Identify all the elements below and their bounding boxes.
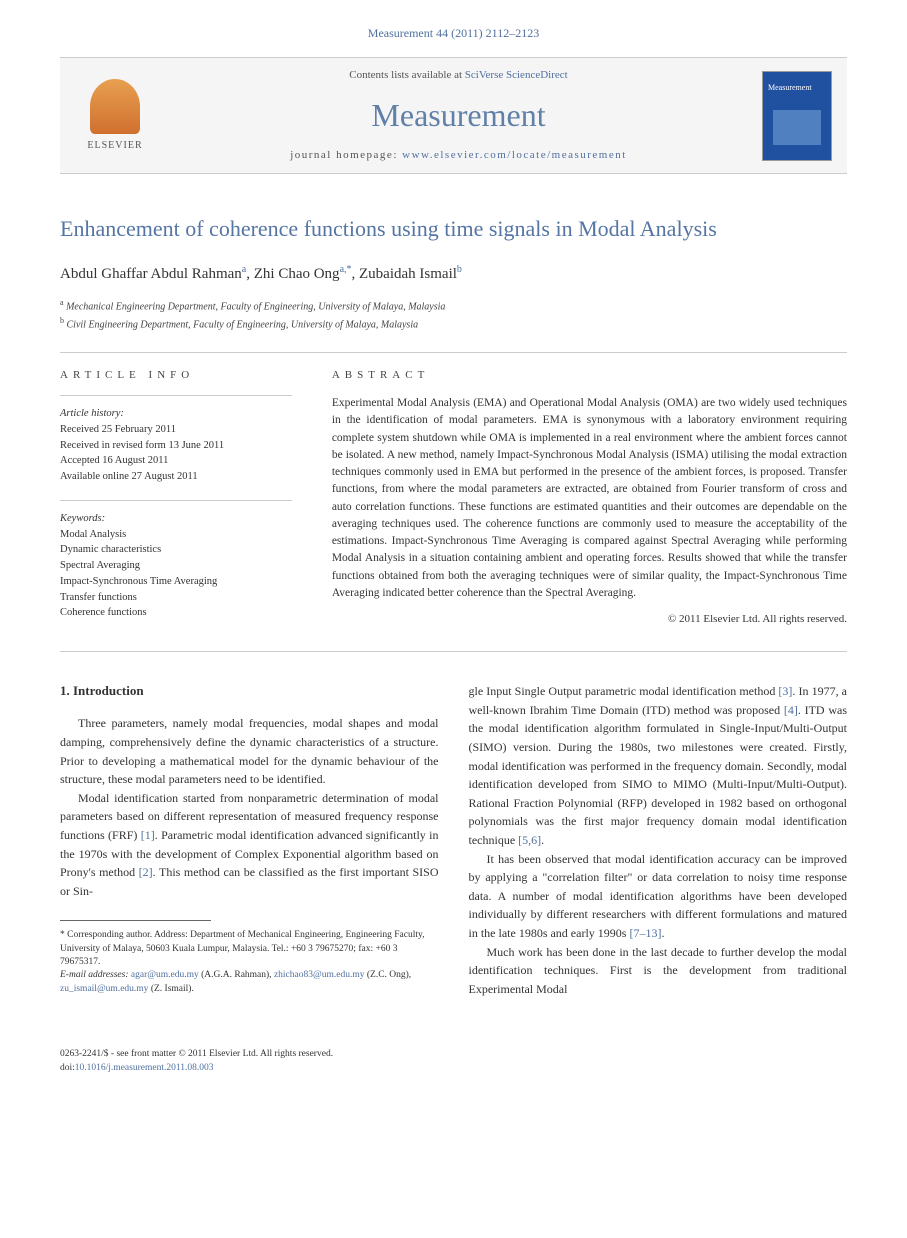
email-label: E-mail addresses:: [60, 970, 129, 980]
paper-title: Enhancement of coherence functions using…: [60, 214, 847, 245]
article-info-column: ARTICLE INFO Article history: Received 2…: [60, 368, 312, 636]
article-info-label: ARTICLE INFO: [60, 368, 292, 383]
affiliation-b: b Civil Engineering Department, Faculty …: [60, 315, 847, 332]
author-3[interactable]: Zubaidah Ismailb: [359, 266, 462, 282]
footer-left: 0263-2241/$ - see front matter © 2011 El…: [60, 1048, 333, 1075]
article-history-block: Article history: Received 25 February 20…: [60, 395, 292, 485]
ref-link-3[interactable]: [3]: [778, 684, 792, 698]
keywords-block: Keywords: Modal Analysis Dynamic charact…: [60, 500, 292, 621]
keyword-6: Coherence functions: [60, 605, 292, 621]
keyword-4: Impact-Synchronous Time Averaging: [60, 574, 292, 590]
corresponding-author-note: * Corresponding author. Address: Departm…: [60, 929, 439, 969]
homepage-prefix: journal homepage:: [290, 149, 402, 161]
info-abstract-row: ARTICLE INFO Article history: Received 2…: [60, 352, 847, 652]
history-title: Article history:: [60, 406, 292, 422]
contents-available-line: Contents lists available at SciVerse Sci…: [170, 68, 747, 83]
doi-link[interactable]: 10.1016/j.measurement.2011.08.003: [75, 1063, 214, 1073]
contents-prefix: Contents lists available at: [349, 69, 464, 81]
ref-link-2[interactable]: [2]: [139, 865, 153, 879]
keyword-5: Transfer functions: [60, 590, 292, 606]
intro-para-4: Much work has been done in the last deca…: [469, 943, 848, 999]
history-line-3: Accepted 16 August 2011: [60, 453, 292, 469]
homepage-link[interactable]: www.elsevier.com/locate/measurement: [402, 149, 627, 161]
elsevier-logo[interactable]: ELSEVIER: [75, 71, 155, 161]
history-line-1: Received 25 February 2011: [60, 422, 292, 438]
history-line-2: Received in revised form 13 June 2011: [60, 438, 292, 454]
body-columns: 1. Introduction Three parameters, namely…: [60, 682, 847, 998]
keyword-3: Spectral Averaging: [60, 558, 292, 574]
email-link-2[interactable]: zhichao83@um.edu.my: [274, 970, 365, 980]
abstract-column: ABSTRACT Experimental Modal Analysis (EM…: [312, 368, 847, 636]
abstract-text: Experimental Modal Analysis (EMA) and Op…: [332, 395, 847, 602]
cover-title-label: Measurement: [768, 82, 812, 93]
left-column: 1. Introduction Three parameters, namely…: [60, 682, 439, 998]
author-2[interactable]: Zhi Chao Onga,*: [254, 266, 352, 282]
elsevier-label: ELSEVIER: [87, 139, 142, 153]
elsevier-tree-icon: [90, 79, 140, 134]
intro-para-1: Three parameters, namely modal frequenci…: [60, 714, 439, 788]
intro-para-2: Modal identification started from nonpar…: [60, 789, 439, 901]
abstract-copyright: © 2011 Elsevier Ltd. All rights reserved…: [332, 612, 847, 627]
page-footer: 0263-2241/$ - see front matter © 2011 El…: [60, 1048, 847, 1075]
intro-para-3: It has been observed that modal identifi…: [469, 850, 848, 943]
history-line-4: Available online 27 August 2011: [60, 469, 292, 485]
right-column: gle Input Single Output parametric modal…: [469, 682, 848, 998]
ref-link-56[interactable]: [5,6]: [518, 833, 541, 847]
keyword-2: Dynamic characteristics: [60, 542, 292, 558]
doi-line: doi:10.1016/j.measurement.2011.08.003: [60, 1062, 333, 1075]
intro-para-2-cont: gle Input Single Output parametric modal…: [469, 682, 848, 849]
ref-link-4[interactable]: [4]: [784, 703, 798, 717]
affiliations: a Mechanical Engineering Department, Fac…: [60, 297, 847, 332]
keyword-1: Modal Analysis: [60, 527, 292, 543]
abstract-label: ABSTRACT: [332, 368, 847, 383]
banner-center: Contents lists available at SciVerse Sci…: [170, 68, 747, 164]
article-content: Enhancement of coherence functions using…: [0, 174, 907, 1028]
affiliation-a: a Mechanical Engineering Department, Fac…: [60, 297, 847, 314]
journal-banner: ELSEVIER Contents lists available at Sci…: [60, 57, 847, 175]
footnote-divider: [60, 920, 211, 921]
ref-link-713[interactable]: [7–13]: [629, 926, 661, 940]
email-link-1[interactable]: agar@um.edu.my: [131, 970, 199, 980]
section-heading-intro: 1. Introduction: [60, 682, 439, 700]
email-footnote: E-mail addresses: agar@um.edu.my (A.G.A.…: [60, 969, 439, 996]
author-1[interactable]: Abdul Ghaffar Abdul Rahmana: [60, 266, 246, 282]
journal-cover-thumbnail[interactable]: Measurement: [762, 71, 832, 161]
keywords-title: Keywords:: [60, 511, 292, 527]
ref-link-1[interactable]: [1]: [141, 828, 155, 842]
sciencedirect-link[interactable]: SciVerse ScienceDirect: [465, 69, 568, 81]
issn-line: 0263-2241/$ - see front matter © 2011 El…: [60, 1048, 333, 1061]
journal-name: Measurement: [170, 93, 747, 138]
email-link-3[interactable]: zu_ismail@um.edu.my: [60, 984, 148, 994]
homepage-line: journal homepage: www.elsevier.com/locat…: [170, 148, 747, 163]
header-citation: Measurement 44 (2011) 2112–2123: [0, 0, 907, 57]
author-list: Abdul Ghaffar Abdul Rahmana, Zhi Chao On…: [60, 263, 847, 285]
